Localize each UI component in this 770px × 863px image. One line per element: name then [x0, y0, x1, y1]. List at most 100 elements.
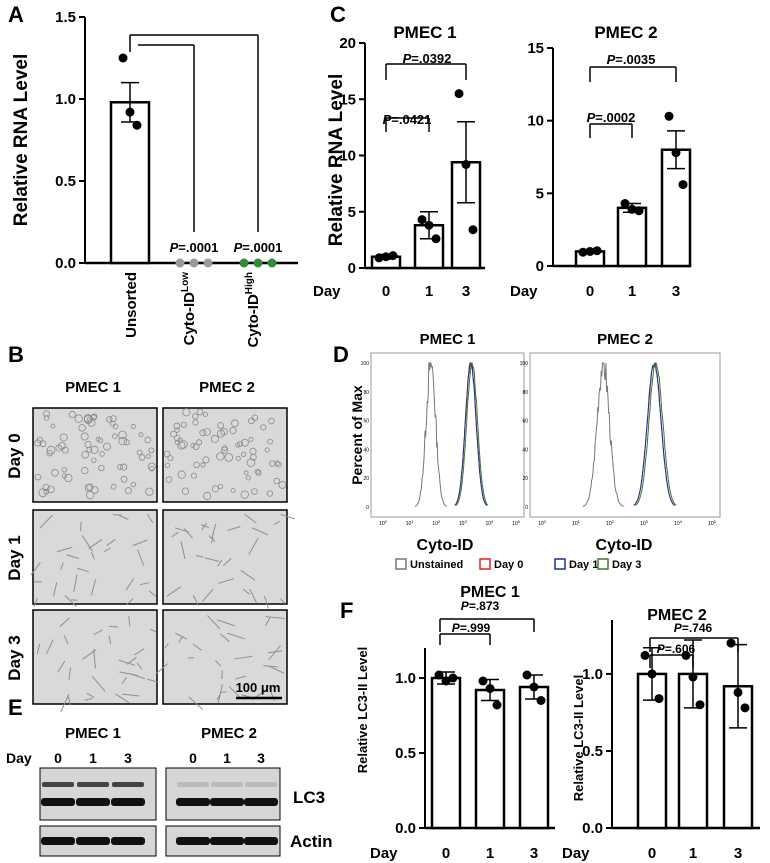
legend-label: Day 0 [494, 559, 523, 571]
lane-label: 0 [189, 750, 197, 766]
data-point [492, 700, 502, 710]
cell-shape [227, 526, 241, 531]
x-tick-label: 3 [734, 845, 742, 862]
p-italic: P [170, 240, 179, 255]
y-axis-label: Relative LC3-II Level [355, 647, 370, 773]
row-label: Day 1 [5, 535, 24, 580]
data-point [485, 684, 495, 693]
cell-shape [201, 522, 207, 531]
cell-shape [196, 408, 204, 416]
p-value-label: P=.0001 [234, 240, 283, 255]
data-point [640, 650, 650, 660]
cell-shape [216, 429, 225, 438]
x-tick-label: 3 [462, 283, 470, 300]
cell-shape [180, 540, 186, 559]
x-tick-label: 100 [379, 519, 388, 527]
cell-shape [190, 472, 198, 479]
p-value-label: P=.0035 [607, 52, 656, 67]
cell-shape [120, 463, 128, 471]
cell-shape [118, 514, 129, 520]
chart-title: PMEC 1 [420, 331, 476, 348]
cell-shape [188, 696, 204, 710]
cell-shape [68, 696, 71, 706]
y-tick-label: 5 [536, 185, 544, 202]
cell-shape [97, 437, 104, 444]
panel-label-b: B [8, 342, 24, 367]
x-tick-label: 1 [628, 283, 636, 300]
tick-exp: 3 [464, 519, 467, 524]
tick-base: 10 [512, 521, 518, 527]
cell-shape [30, 562, 41, 576]
data-point [448, 673, 458, 683]
y-axis-label: Relative RNA Level [326, 74, 347, 246]
tick-base: 10 [538, 521, 544, 527]
band [42, 782, 74, 787]
y-tick-label: 60 [522, 419, 528, 425]
data-point [634, 206, 644, 216]
cell-shape [279, 598, 286, 604]
cell-shape [115, 693, 130, 704]
cell-shape [240, 569, 256, 581]
data-point [695, 700, 705, 710]
cell-shape [163, 450, 171, 458]
chart-A: 0.0 0.5 1.0 1.5 [55, 9, 298, 272]
y-tick-label: 0 [525, 505, 528, 511]
cell-shape [180, 421, 187, 428]
band [76, 837, 110, 845]
cell-shape [264, 447, 270, 453]
cell-shape [78, 424, 86, 432]
cell-shape [222, 557, 232, 567]
cell-shape [229, 426, 237, 435]
cell-shape [202, 588, 214, 602]
band [111, 837, 145, 845]
column-title: PMEC 1 [65, 379, 121, 396]
tick-exp: 4 [680, 519, 683, 524]
x-tick-label: 0 [442, 845, 450, 862]
cell-shape [86, 417, 92, 423]
x-tick-label: 105 [708, 519, 717, 527]
y-axis-label: Percent of Max [349, 385, 365, 485]
cell-shape [175, 527, 189, 533]
cell-shape [195, 555, 204, 558]
cell-shape [81, 535, 93, 552]
p-value-label: P=.0001 [170, 240, 219, 255]
data-point [733, 687, 743, 697]
data-point [431, 234, 441, 244]
cell-shape [73, 574, 78, 592]
cell-shape [84, 440, 92, 448]
cell-shape [136, 662, 143, 670]
band [77, 782, 109, 787]
y-tick-label: 100 [520, 361, 529, 367]
y-tick-label: 40 [522, 447, 528, 453]
x-tick-label: 102 [606, 519, 615, 527]
cell-shape [265, 616, 285, 619]
band-label: Actin [290, 832, 333, 851]
tick-base: 10 [674, 521, 680, 527]
cell-shape [165, 476, 173, 483]
data-point [592, 246, 602, 256]
cell-shape [99, 451, 105, 457]
bar [518, 685, 550, 830]
cell-shape [234, 655, 253, 660]
data-point [468, 225, 478, 235]
y-tick-label: 15 [339, 91, 356, 108]
cell-shape [118, 659, 135, 666]
cell-shape [203, 428, 211, 436]
blot-image [39, 825, 157, 857]
column-title: PMEC 1 [65, 725, 121, 742]
cell-shape [215, 660, 222, 667]
data-point [454, 89, 464, 99]
micrograph-frame [32, 509, 158, 605]
cell-shape [200, 524, 210, 529]
cell-shape [86, 490, 95, 500]
tick-exp: 2 [612, 519, 615, 524]
cell-shape [190, 443, 196, 449]
cell-shape [219, 633, 230, 642]
cell-shape [244, 513, 257, 524]
cell-shape [39, 514, 53, 529]
chart-title: PMEC 1 [393, 23, 456, 42]
data-point [688, 672, 698, 682]
cell-shape [147, 462, 156, 471]
category-name: Cyto-ID [181, 292, 198, 345]
data-point [239, 258, 249, 268]
